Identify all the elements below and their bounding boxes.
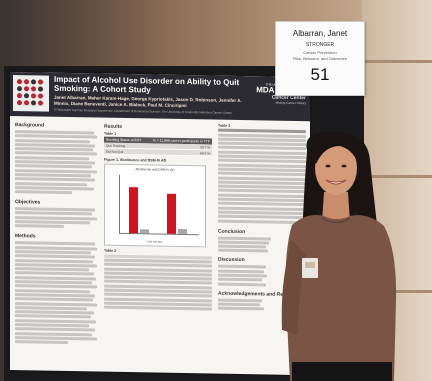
face xyxy=(315,141,357,195)
eye xyxy=(341,164,347,168)
chart-bar xyxy=(140,229,149,234)
hair-front xyxy=(314,137,360,166)
table-row: Did Not Quit 60.3 % xyxy=(104,148,212,157)
table-header-left: Smoking Status at EOT xyxy=(106,137,142,143)
poster-authors: Janet Albarran, Maher Karam-Hage, George… xyxy=(54,94,242,108)
presenter-name: Albarran, Janet xyxy=(292,29,348,38)
chart-title: Abstinence and DSM-IV AD xyxy=(135,167,175,173)
neck xyxy=(322,192,350,222)
left-arm xyxy=(281,240,306,335)
chart-bar xyxy=(129,187,138,234)
presenter-person xyxy=(281,131,397,381)
program-name: STRONGER xyxy=(305,42,335,48)
dark-pants xyxy=(292,362,392,381)
poster-number: 51 xyxy=(310,65,330,84)
poster-category: Cancer Prevention xyxy=(303,50,337,55)
poster-middle-column: Results Table 1 Smoking Status at EOT % … xyxy=(104,122,212,312)
section-heading: Results xyxy=(104,123,123,130)
presenter-name-card: Albarran, Janet STRONGER Cancer Preventi… xyxy=(275,21,365,96)
figure-caption: Figure 1. Abstinence and DSM-IV AD xyxy=(104,158,167,164)
section-heading: Objectives xyxy=(15,199,41,206)
chart-x-axis xyxy=(119,233,199,236)
chart-legend: Quit Not Quit xyxy=(147,240,163,245)
poster-title: Impact of Alcohol Use Disorder on Abilit… xyxy=(54,74,240,95)
poster-subcategory: Risk, Behavior, and Outcomes xyxy=(293,56,347,61)
poster-logo xyxy=(13,75,49,112)
brown-top xyxy=(285,215,397,381)
section-heading: Methods xyxy=(15,233,36,240)
poster-header: Impact of Alcohol Use Disorder on Abilit… xyxy=(10,72,310,122)
chart-bar xyxy=(167,194,176,235)
shelf-edge xyxy=(362,290,432,293)
poster-affiliation: STRONGER Summer Research Experience, Dep… xyxy=(54,107,232,115)
badge-photo xyxy=(305,262,315,268)
shelf-edge xyxy=(362,175,432,178)
figure-1-chart: Abstinence and DSM-IV AD Quit Not Quit xyxy=(104,164,206,248)
logo-tagline: Making Cancer History xyxy=(275,100,306,106)
chart-bar xyxy=(178,229,187,235)
neckline xyxy=(321,217,351,224)
poster-left-column: Background Objectives Methods xyxy=(15,120,97,346)
smile xyxy=(325,179,347,185)
section-heading: Background xyxy=(15,122,45,129)
eye xyxy=(325,164,331,168)
chart-y-axis xyxy=(119,175,120,234)
shelf-edge xyxy=(362,60,432,63)
